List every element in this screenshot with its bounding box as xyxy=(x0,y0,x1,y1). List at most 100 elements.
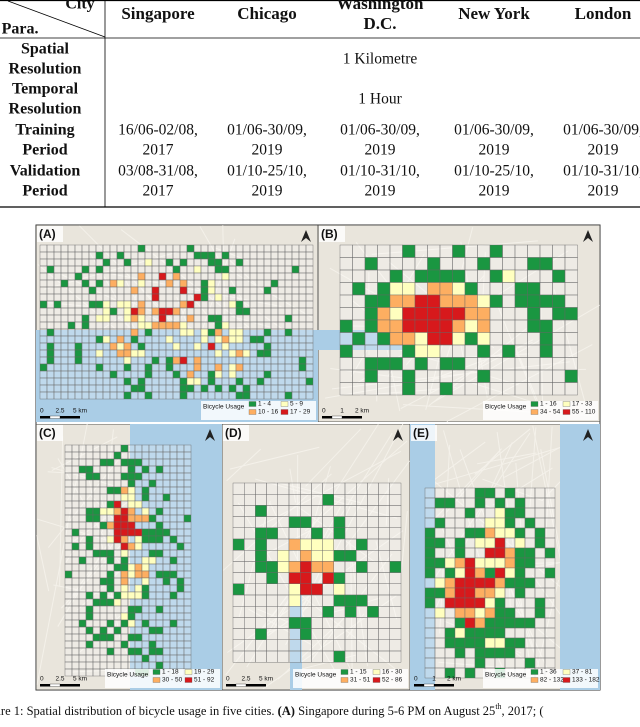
grid-cell xyxy=(155,633,164,642)
grid-cell xyxy=(311,650,323,663)
grid-cell xyxy=(85,591,94,600)
grid-cell xyxy=(123,321,132,330)
grid-cell xyxy=(137,335,146,344)
grid-cell xyxy=(172,321,181,330)
grid-cell xyxy=(60,328,69,337)
grid-cell xyxy=(193,293,202,302)
grid-cell xyxy=(158,342,167,351)
grid-cell xyxy=(99,577,108,586)
grid-cell xyxy=(207,384,216,393)
grid-cell xyxy=(127,479,136,488)
grid-cell xyxy=(144,321,153,330)
grid-cell xyxy=(162,626,171,635)
grid-cell xyxy=(524,567,536,579)
grid-cell xyxy=(322,550,335,562)
grid-cell xyxy=(249,349,258,358)
road xyxy=(202,238,236,328)
grid-cell xyxy=(155,521,164,530)
grid-cell xyxy=(352,382,366,396)
road xyxy=(331,361,570,390)
grid-cell xyxy=(165,286,174,295)
grid-cell xyxy=(514,244,528,258)
grid-cell xyxy=(46,293,55,302)
grid-cell xyxy=(88,384,97,393)
grid-cell xyxy=(427,269,441,283)
grid-cell xyxy=(200,286,209,295)
grid-cell xyxy=(113,451,122,460)
grid-cell xyxy=(291,349,300,358)
grid-cell xyxy=(502,369,516,383)
grid-cell xyxy=(127,521,136,530)
north-arrow xyxy=(583,230,593,242)
grid-cell xyxy=(78,451,87,460)
grid-cell xyxy=(389,294,403,308)
grid-cell xyxy=(127,444,136,453)
grid-cell xyxy=(78,563,87,572)
grid-cell xyxy=(106,563,115,572)
grid-cell xyxy=(158,349,167,358)
grid-cell xyxy=(123,307,132,316)
grid-cell xyxy=(414,357,428,371)
grid-cell xyxy=(137,349,146,358)
grid-cell xyxy=(123,293,132,302)
grid-cell xyxy=(60,321,69,330)
grid-cell xyxy=(127,535,136,544)
grid-cell xyxy=(454,617,466,629)
grid-cell xyxy=(524,517,536,529)
grid-cell xyxy=(249,370,258,379)
grid-cell xyxy=(46,244,55,253)
grid-cell xyxy=(85,661,94,670)
grid-cell xyxy=(148,507,157,516)
grid-cell xyxy=(46,377,55,386)
grid-cell xyxy=(130,363,139,372)
grid-cell xyxy=(364,244,378,258)
grid-cell xyxy=(232,538,245,551)
grid-cell xyxy=(284,321,293,330)
column-header: D.C. xyxy=(363,14,396,33)
grid-cell xyxy=(169,535,178,544)
grid-cell xyxy=(169,605,178,614)
grid-cell xyxy=(389,550,402,562)
grid-cell xyxy=(120,465,129,474)
grid-cell xyxy=(207,363,216,372)
grid-cell xyxy=(339,344,353,358)
grid-cell xyxy=(288,550,301,562)
legend-swatch xyxy=(340,677,349,683)
grid-cell xyxy=(305,356,314,365)
grid-cell xyxy=(148,661,157,670)
grid-cell xyxy=(155,612,164,621)
grid-cell xyxy=(102,286,111,295)
grid-cell xyxy=(109,370,118,379)
grid-cell xyxy=(60,384,69,393)
grid-cell xyxy=(53,328,62,337)
grid-cell xyxy=(130,251,139,260)
grid-cell xyxy=(60,293,69,302)
grid-cell xyxy=(71,647,80,656)
grid-cell xyxy=(148,465,157,474)
grid-cell xyxy=(484,557,496,569)
grid-cell xyxy=(155,556,164,565)
grid-cell xyxy=(120,584,129,593)
grid-cell xyxy=(504,527,516,539)
grid-cell xyxy=(134,626,143,635)
grid-cell xyxy=(344,639,357,652)
grid-cell xyxy=(74,286,83,295)
grid-cell xyxy=(137,328,146,337)
grid-cell xyxy=(120,542,129,551)
grid-cell xyxy=(116,363,125,372)
grid-cell xyxy=(256,335,265,344)
grid-cell xyxy=(539,294,553,308)
scale-label: 0 xyxy=(322,408,326,415)
grid-cell xyxy=(193,279,202,288)
grid-cell xyxy=(85,549,94,558)
legend-label: 52 - 86 xyxy=(382,677,403,684)
grid-cell xyxy=(284,300,293,309)
grid-cell xyxy=(179,328,188,337)
grid-cell xyxy=(232,550,245,562)
grid-cell xyxy=(74,384,83,393)
grid-cell xyxy=(137,265,146,274)
grid-cell xyxy=(39,258,48,267)
grid-cell xyxy=(228,370,237,379)
grid-cell xyxy=(127,654,136,663)
grid-cell xyxy=(305,251,314,260)
